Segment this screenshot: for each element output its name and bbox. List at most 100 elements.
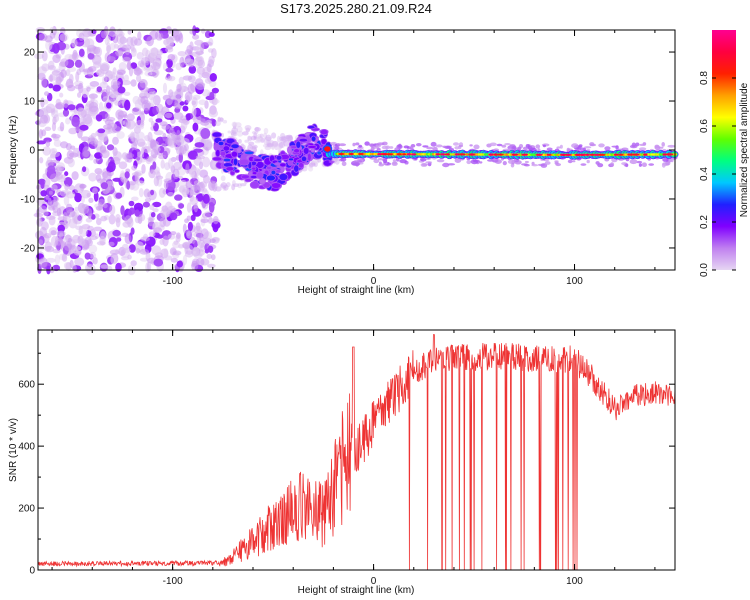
noise-blob: [140, 95, 149, 105]
noise-blob: [53, 139, 62, 147]
faint-blob: [309, 162, 316, 167]
noise-blob: [131, 165, 138, 171]
line-halo: [571, 143, 579, 149]
noise-blob: [77, 92, 82, 98]
noise-blob: [60, 141, 69, 149]
figure-title: S173.2025.280.21.09.R24: [280, 1, 432, 16]
snr-x-label: Height of straight line (km): [298, 585, 415, 596]
noise-blob: [39, 157, 44, 164]
noise-blob: [185, 180, 193, 190]
line-halo: [542, 144, 547, 148]
noise-blob: [103, 203, 108, 209]
line-peak: [511, 153, 519, 156]
line-halo: [598, 143, 605, 148]
noise-blob: [127, 254, 132, 260]
noise-blob: [180, 120, 188, 130]
spectrogram-y-ticks: -20 -10 0 10 20: [21, 48, 675, 254]
noise-blob: [65, 203, 73, 214]
colorbar-tick-label: 0.6: [699, 119, 710, 133]
noise-blob: [135, 248, 141, 254]
noise-blob: [199, 235, 204, 242]
noise-blob: [77, 108, 88, 118]
line-halo: [352, 142, 356, 147]
noise-blob: [45, 103, 56, 114]
noise-blob: [160, 208, 170, 219]
noise-blob: [189, 41, 194, 52]
line-halo: [328, 160, 335, 164]
noise-blob: [187, 150, 198, 160]
noise-blob: [133, 202, 144, 212]
line-halo: [430, 141, 437, 147]
noise-blob: [167, 192, 175, 197]
line-peak: [435, 153, 441, 156]
noise-blob: [106, 102, 112, 109]
transition-blob: [249, 180, 260, 189]
noise-blob: [44, 35, 53, 43]
noise-blob: [65, 117, 71, 125]
noise-blob: [79, 124, 89, 131]
line-halo: [638, 147, 647, 151]
noise-blob: [100, 264, 109, 269]
noise-blob: [162, 82, 168, 94]
noise-blob: [53, 114, 60, 123]
faint-blob: [232, 180, 236, 186]
snr-panel: -100 0 100 0 200 400 600 Height of straight l…: [8, 329, 676, 596]
noise-blob: [92, 187, 98, 195]
spectrogram-y-tick-label: 20: [24, 48, 36, 59]
line-halo: [638, 163, 643, 167]
noise-blob: [71, 239, 79, 244]
noise-blob: [48, 215, 56, 226]
line-halo: [610, 162, 615, 168]
noise-blob: [197, 168, 202, 175]
noise-blob: [212, 216, 219, 225]
noise-blob: [162, 132, 167, 142]
line-peak: [454, 153, 460, 156]
noise-blob: [90, 93, 95, 103]
line-peak: [579, 153, 586, 156]
line-peak: [564, 153, 572, 156]
noise-blob: [82, 146, 90, 158]
noise-blob: [38, 239, 44, 245]
line-halo: [648, 163, 654, 166]
noise-blob: [56, 230, 67, 237]
noise-blob: [190, 214, 196, 221]
line-halo: [442, 145, 447, 148]
line-peak: [598, 153, 606, 156]
noise-blob: [87, 225, 94, 231]
noise-blob: [96, 60, 102, 66]
noise-blob: [168, 89, 174, 98]
noise-blob: [211, 254, 216, 261]
noise-blob: [189, 169, 196, 178]
line-halo: [420, 162, 428, 167]
noise-blob: [96, 86, 103, 93]
faint-blob: [222, 119, 228, 124]
noise-blob: [85, 217, 93, 223]
faint-blob: [236, 126, 243, 133]
noise-blob: [116, 131, 125, 139]
noise-blob: [72, 264, 77, 273]
noise-blob: [142, 145, 152, 154]
noise-blob: [168, 127, 175, 137]
noise-blob: [183, 143, 189, 151]
noise-blob: [86, 86, 91, 92]
noise-blob: [208, 38, 214, 47]
line-halo: [566, 147, 570, 153]
noise-blob: [192, 122, 199, 132]
noise-blob: [59, 121, 65, 132]
noise-blob: [63, 240, 72, 252]
noise-blob: [95, 205, 103, 211]
line-halo: [376, 142, 385, 146]
noise-blob: [153, 176, 160, 187]
noise-blob: [182, 254, 188, 266]
line-peak: [468, 153, 475, 156]
line-halo: [436, 159, 445, 163]
noise-blob: [191, 100, 197, 106]
noise-blob: [92, 257, 98, 265]
noise-blob: [88, 172, 97, 182]
line-halo: [479, 161, 483, 164]
transition-blob: [275, 169, 282, 174]
transition-blob: [217, 140, 225, 147]
noise-blob: [207, 245, 214, 253]
noise-blob: [130, 227, 135, 235]
noise-blob: [118, 161, 128, 170]
